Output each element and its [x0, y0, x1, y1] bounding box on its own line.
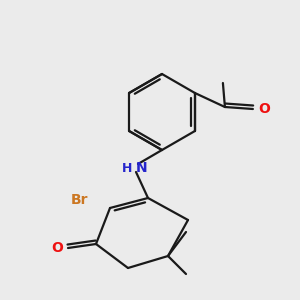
- Text: Br: Br: [70, 193, 88, 207]
- Text: O: O: [258, 102, 270, 116]
- Text: O: O: [51, 241, 63, 255]
- Text: H: H: [122, 161, 132, 175]
- Text: N: N: [136, 161, 148, 175]
